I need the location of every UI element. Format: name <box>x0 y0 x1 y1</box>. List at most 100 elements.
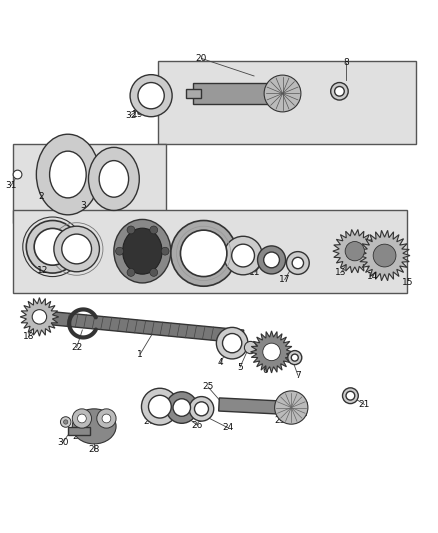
Text: 10: 10 <box>128 270 139 279</box>
Text: 22: 22 <box>71 343 82 352</box>
Text: 27: 27 <box>143 417 155 426</box>
Polygon shape <box>68 427 90 435</box>
Text: 3: 3 <box>80 201 86 209</box>
Text: 4: 4 <box>218 358 223 367</box>
Circle shape <box>116 247 124 255</box>
Circle shape <box>150 269 158 276</box>
Circle shape <box>291 354 298 361</box>
Text: 31: 31 <box>5 181 17 190</box>
Circle shape <box>161 247 169 255</box>
Polygon shape <box>359 230 410 281</box>
Text: 26: 26 <box>191 421 203 430</box>
Text: 21: 21 <box>359 400 370 409</box>
Circle shape <box>194 402 208 416</box>
Polygon shape <box>186 88 201 98</box>
Circle shape <box>141 388 178 425</box>
Text: 17: 17 <box>279 275 290 284</box>
Text: 18: 18 <box>23 332 34 341</box>
Text: 20: 20 <box>196 54 207 63</box>
Ellipse shape <box>123 228 162 274</box>
Text: 9: 9 <box>85 256 91 265</box>
Circle shape <box>127 269 135 276</box>
Text: 28: 28 <box>88 445 100 454</box>
Circle shape <box>263 343 280 361</box>
Text: 24: 24 <box>222 423 233 432</box>
Circle shape <box>150 226 158 234</box>
Circle shape <box>34 229 71 265</box>
Ellipse shape <box>99 160 129 197</box>
Polygon shape <box>251 331 293 373</box>
Circle shape <box>373 244 396 267</box>
Circle shape <box>374 245 395 265</box>
Circle shape <box>292 257 304 269</box>
Circle shape <box>173 399 191 416</box>
Text: 29: 29 <box>72 432 84 441</box>
Circle shape <box>346 243 364 260</box>
Polygon shape <box>219 398 307 415</box>
Circle shape <box>97 409 116 428</box>
Text: 32: 32 <box>125 111 136 120</box>
Circle shape <box>127 226 135 234</box>
Ellipse shape <box>49 151 86 198</box>
Circle shape <box>62 234 92 264</box>
Circle shape <box>13 170 22 179</box>
Ellipse shape <box>88 147 139 211</box>
Text: 15: 15 <box>402 278 413 287</box>
Circle shape <box>64 420 68 424</box>
Circle shape <box>166 392 198 423</box>
Text: 25: 25 <box>202 383 214 391</box>
Circle shape <box>216 327 248 359</box>
Ellipse shape <box>36 134 99 215</box>
Circle shape <box>32 310 47 324</box>
Text: 8: 8 <box>343 58 349 67</box>
Text: 16: 16 <box>187 271 198 280</box>
Text: 7: 7 <box>295 370 301 379</box>
Circle shape <box>258 246 286 274</box>
Text: 13: 13 <box>335 268 346 277</box>
Ellipse shape <box>114 220 171 283</box>
Polygon shape <box>20 297 59 336</box>
Ellipse shape <box>72 409 116 444</box>
Polygon shape <box>13 144 166 223</box>
Text: 14: 14 <box>367 272 378 281</box>
Circle shape <box>275 391 308 424</box>
Text: 19: 19 <box>132 110 144 118</box>
Text: 11: 11 <box>249 268 261 277</box>
Circle shape <box>286 252 309 274</box>
Circle shape <box>138 83 164 109</box>
Circle shape <box>171 221 237 286</box>
Text: 23: 23 <box>275 416 286 425</box>
Circle shape <box>244 342 257 354</box>
Circle shape <box>264 75 301 112</box>
Circle shape <box>102 414 111 423</box>
Circle shape <box>60 417 71 427</box>
Text: 2: 2 <box>39 192 44 201</box>
Text: 1: 1 <box>137 350 143 359</box>
Text: 12: 12 <box>37 266 49 276</box>
Circle shape <box>346 391 355 400</box>
Circle shape <box>264 252 279 268</box>
Circle shape <box>78 414 86 423</box>
Text: 5: 5 <box>237 363 243 372</box>
Circle shape <box>26 221 79 273</box>
Circle shape <box>180 230 227 277</box>
Circle shape <box>148 395 171 418</box>
Circle shape <box>345 241 364 261</box>
Polygon shape <box>13 209 407 293</box>
Circle shape <box>189 397 214 421</box>
Polygon shape <box>333 230 377 273</box>
Circle shape <box>232 244 254 267</box>
Circle shape <box>72 409 92 428</box>
Circle shape <box>288 351 302 365</box>
Circle shape <box>130 75 172 117</box>
Text: 6: 6 <box>262 366 268 375</box>
Text: 11: 11 <box>183 272 194 281</box>
Circle shape <box>263 344 280 360</box>
Circle shape <box>224 236 262 275</box>
Circle shape <box>223 334 242 353</box>
Polygon shape <box>37 310 244 343</box>
Circle shape <box>331 83 348 100</box>
Polygon shape <box>193 83 280 104</box>
Polygon shape <box>158 61 416 144</box>
Circle shape <box>343 388 358 403</box>
